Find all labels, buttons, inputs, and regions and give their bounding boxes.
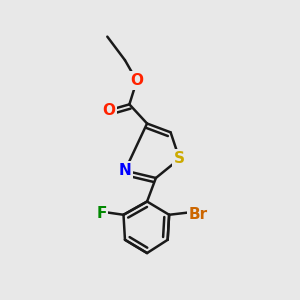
Text: F: F	[96, 206, 106, 221]
Text: O: O	[102, 103, 115, 118]
Text: Br: Br	[189, 207, 208, 222]
Text: O: O	[130, 73, 143, 88]
Text: S: S	[174, 151, 185, 166]
Text: N: N	[118, 163, 131, 178]
